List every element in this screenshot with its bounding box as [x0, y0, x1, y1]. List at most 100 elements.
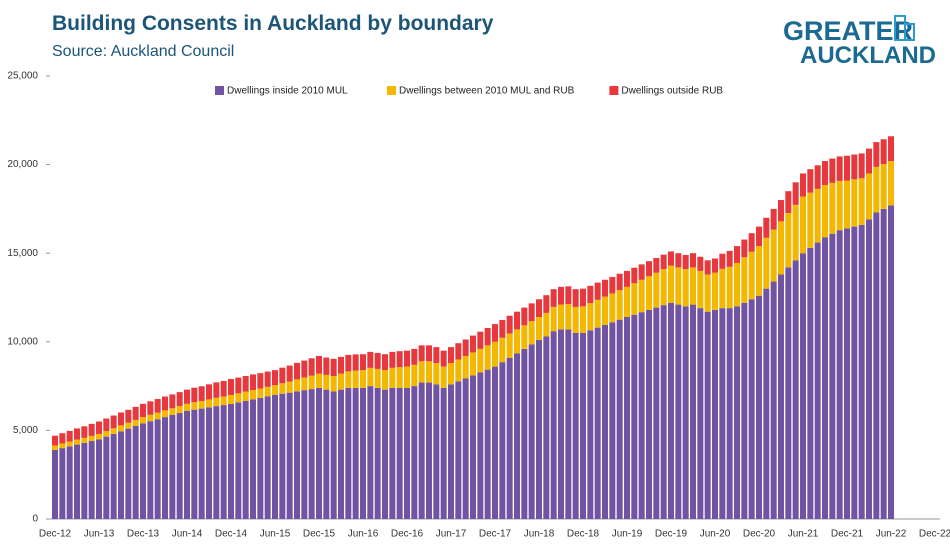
- bar-segment: [154, 419, 161, 519]
- bar-segment: [836, 230, 843, 519]
- bar-segment: [528, 344, 535, 519]
- bar-segment: [616, 319, 623, 519]
- bar-segment: [711, 309, 719, 519]
- bar-segment: [799, 196, 807, 254]
- bar-segment: [279, 393, 286, 519]
- bar-segment: [257, 388, 264, 398]
- bar-segment: [733, 246, 741, 263]
- bar-segment: [851, 226, 858, 519]
- bar-segment: [499, 320, 506, 338]
- bar-segment: [821, 184, 829, 238]
- bar-segment: [88, 423, 95, 436]
- bar-segment: [741, 239, 748, 258]
- bar-segment: [352, 354, 359, 371]
- bar-segment: [631, 267, 638, 284]
- bar-segment: [631, 314, 638, 519]
- bar-segment: [638, 264, 645, 280]
- x-tick-label: Jun-22: [876, 529, 907, 540]
- bar-segment: [653, 307, 660, 519]
- bar-segment: [873, 142, 880, 167]
- bar-segment: [301, 360, 308, 378]
- bar-segment: [213, 406, 220, 519]
- y-tick-label: 5,000: [13, 425, 38, 436]
- bar-segment: [462, 339, 469, 356]
- bar-segment: [587, 330, 594, 519]
- bar-segment: [308, 389, 315, 519]
- bar-segment: [330, 391, 337, 519]
- bar-segment: [638, 312, 645, 519]
- bar-segment: [103, 431, 110, 437]
- x-tick-label: Dec-21: [831, 529, 864, 540]
- bar-segment: [814, 188, 821, 243]
- bar-segment: [374, 352, 381, 369]
- legend-swatch: [387, 86, 396, 95]
- y-tick-label: 10,000: [7, 336, 38, 347]
- bar-segment: [880, 208, 887, 519]
- bar-segment: [66, 441, 73, 447]
- bar-segment: [785, 191, 792, 213]
- bar-segment: [271, 394, 279, 519]
- bar-segment: [139, 417, 147, 424]
- bar-segment: [748, 299, 755, 519]
- legend-swatch: [215, 86, 224, 95]
- bar-segment: [117, 425, 125, 432]
- bar-segment: [264, 371, 271, 387]
- bar-segment: [513, 329, 521, 354]
- bar-segment: [455, 343, 462, 360]
- legend-label: Dwellings outside RUB: [621, 86, 723, 97]
- bar-segment: [829, 233, 836, 519]
- bar-segment: [521, 307, 528, 326]
- bar-segment: [374, 387, 381, 519]
- bar-segment: [675, 267, 682, 305]
- bar-segment: [843, 155, 851, 181]
- bar-segment: [557, 329, 565, 519]
- bar-segment: [117, 412, 125, 426]
- bar-segment: [887, 161, 895, 206]
- bar-segment: [161, 396, 169, 411]
- bar-segment: [279, 367, 286, 384]
- bar-segment: [807, 192, 814, 248]
- bar-segment: [807, 169, 814, 193]
- bar-segment: [704, 311, 711, 519]
- bar-segment: [88, 441, 95, 519]
- bar-segment: [682, 269, 689, 307]
- bar-segment: [829, 182, 836, 234]
- bar-segment: [154, 412, 161, 420]
- bar-segment: [543, 295, 550, 313]
- bar-segment: [440, 350, 447, 367]
- bar-segment: [733, 306, 741, 519]
- bar-segment: [73, 439, 81, 445]
- legend-label: Dwellings between 2010 MUL and RUB: [399, 86, 575, 97]
- bar-segment: [396, 351, 403, 368]
- bar-segment: [411, 386, 418, 519]
- bar-segment: [352, 370, 359, 388]
- bar-segment: [147, 421, 154, 519]
- bar-segment: [513, 311, 521, 330]
- x-tick-label: Jun-14: [172, 529, 203, 540]
- x-tick-label: Jun-17: [436, 529, 467, 540]
- bar-segment: [858, 178, 865, 225]
- bar-segment: [59, 448, 66, 519]
- x-tick-label: Dec-15: [303, 529, 336, 540]
- bar-segment: [719, 268, 726, 309]
- bar-segment: [81, 426, 88, 438]
- bar-segment: [271, 370, 279, 386]
- bar-segment: [396, 367, 403, 388]
- bar-segment: [689, 267, 697, 305]
- bar-segment: [315, 355, 323, 374]
- bar-segment: [367, 351, 374, 368]
- bar-segment: [242, 375, 249, 392]
- bar-segment: [579, 332, 587, 519]
- bar-segment: [220, 405, 227, 519]
- bar-segment: [477, 348, 484, 373]
- bar-segment: [763, 288, 770, 519]
- bar-segment: [763, 217, 770, 238]
- x-tick-label: Jun-16: [348, 529, 379, 540]
- bar-segment: [594, 282, 601, 300]
- bar-segment: [469, 375, 477, 519]
- bar-segment: [653, 272, 660, 308]
- bar-segment: [227, 379, 235, 395]
- bar-segment: [616, 290, 623, 320]
- bar-segment: [183, 403, 191, 411]
- bar-segment: [689, 253, 697, 268]
